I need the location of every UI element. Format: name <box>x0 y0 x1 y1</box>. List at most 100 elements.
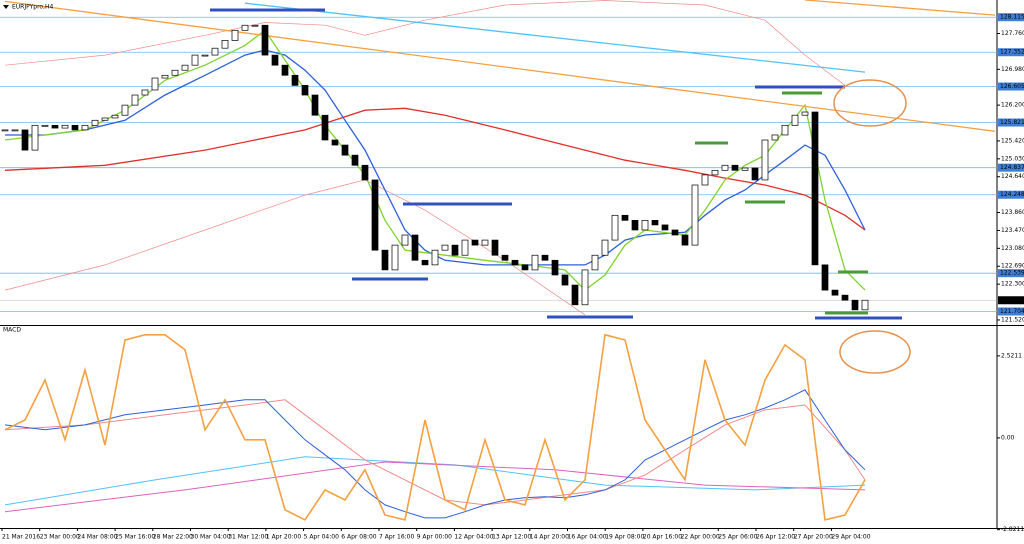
candle <box>531 254 539 271</box>
candle <box>851 299 859 311</box>
candle <box>101 117 109 121</box>
candle <box>41 124 49 127</box>
candle <box>561 274 569 286</box>
candle <box>821 264 829 291</box>
candle <box>581 269 589 306</box>
candle <box>381 249 389 271</box>
y-tick-label: 126.200 <box>1001 102 1024 109</box>
x-tick-label: 19 Apr 08:00 <box>605 534 644 541</box>
candle <box>451 244 459 256</box>
x-tick-label: 28 Mar 22:00 <box>153 534 193 541</box>
y-tick-label: 125.420 <box>1001 137 1024 144</box>
candle <box>681 234 689 246</box>
candle <box>251 24 259 27</box>
x-tick-label: 22 Apr 00:00 <box>681 534 720 541</box>
x-tick-label: 14 Apr 20:00 <box>530 534 569 541</box>
candle <box>311 94 319 116</box>
level-label-box <box>998 163 1024 172</box>
indicator-line <box>804 0 996 16</box>
candle <box>831 289 839 296</box>
candle <box>51 124 59 129</box>
level-label: 127.352 <box>1000 49 1024 56</box>
indicator-line <box>244 2 866 73</box>
indicator-line <box>4 0 996 132</box>
candle <box>271 54 279 66</box>
level-label: 122.539 <box>1000 270 1024 277</box>
y-tick-label: 125.030 <box>1001 155 1024 162</box>
candle <box>781 124 789 136</box>
level-label: 124.248 <box>1000 191 1024 198</box>
indicator-line <box>4 107 866 231</box>
x-tick-label: 26 Apr 12:00 <box>756 534 795 541</box>
candle <box>661 224 669 231</box>
candle <box>791 114 799 126</box>
candle <box>161 74 169 79</box>
level-label-box <box>998 48 1024 57</box>
candle <box>551 259 559 276</box>
candle <box>331 139 339 146</box>
x-tick-label: 23 Mar 00:00 <box>40 534 80 541</box>
x-tick-label: 24 Mar 08:00 <box>77 534 117 541</box>
candle <box>671 229 679 236</box>
level-label: 124.837 <box>1000 164 1024 171</box>
candle <box>471 239 479 246</box>
candle <box>741 167 749 171</box>
candle <box>621 214 629 221</box>
candle <box>841 294 849 301</box>
y-tick-label: 123.470 <box>1001 227 1024 234</box>
candle <box>211 47 219 56</box>
candle <box>801 111 809 116</box>
indicator-label: MACD <box>3 327 21 334</box>
symbol-label: EURJPYpro,H4 <box>12 4 54 11</box>
y-tick-label: 122.300 <box>1001 281 1024 288</box>
indicator-line <box>4 461 866 513</box>
indicator-line <box>4 333 866 521</box>
x-tick-label: 12 Apr 04:00 <box>454 534 493 541</box>
level-label: 125.821 <box>1000 119 1024 126</box>
y-tick-label: 122.690 <box>1001 263 1024 270</box>
y-tick-label: 121.520 <box>1001 316 1024 323</box>
x-tick-label: 5 Apr 04:00 <box>304 534 339 541</box>
annotation-circle <box>833 79 907 127</box>
menu-icon <box>3 5 9 9</box>
candle <box>371 179 379 251</box>
candle <box>541 254 549 261</box>
indicator-line <box>5 49 866 266</box>
level-label: 128.115 <box>1000 14 1024 21</box>
annotation-circle <box>839 330 911 374</box>
level-label: 126.605 <box>1000 83 1024 90</box>
candle <box>631 219 639 231</box>
candle <box>301 85 309 96</box>
y-tick-label: -2.8211 <box>1001 526 1024 533</box>
candle <box>391 244 399 271</box>
level-label-box <box>998 269 1024 278</box>
y-tick-label: 123.080 <box>1001 245 1024 252</box>
candle <box>121 104 129 116</box>
x-tick-label: 31 Mar 12:00 <box>228 534 268 541</box>
x-tick-label: 25 Apr 06:00 <box>718 534 757 541</box>
candle <box>591 254 599 271</box>
y-tick-label: 127.760 <box>1001 30 1024 37</box>
y-tick-label: 126.980 <box>1001 66 1024 73</box>
candle <box>511 259 519 266</box>
x-tick-label: 25 Mar 16:00 <box>115 534 155 541</box>
x-tick-label: 9 Apr 00:00 <box>417 534 452 541</box>
candle <box>181 64 189 71</box>
candle <box>771 134 779 141</box>
indicator-line <box>4 389 866 519</box>
candle <box>341 144 349 156</box>
candle <box>691 184 699 246</box>
annotations <box>210 8 911 374</box>
candle <box>431 249 439 266</box>
x-tick-label: 29 Apr 04:00 <box>831 534 870 541</box>
y-tick-label: 2.5211 <box>1001 352 1022 359</box>
candle <box>411 234 419 261</box>
candle <box>521 264 529 271</box>
candle <box>651 219 659 226</box>
candle <box>421 259 429 266</box>
candle <box>21 129 29 151</box>
level-label-box <box>998 190 1024 199</box>
candle <box>461 239 469 256</box>
y-tick-label: 0.00 <box>1001 434 1015 441</box>
candle <box>811 111 819 266</box>
